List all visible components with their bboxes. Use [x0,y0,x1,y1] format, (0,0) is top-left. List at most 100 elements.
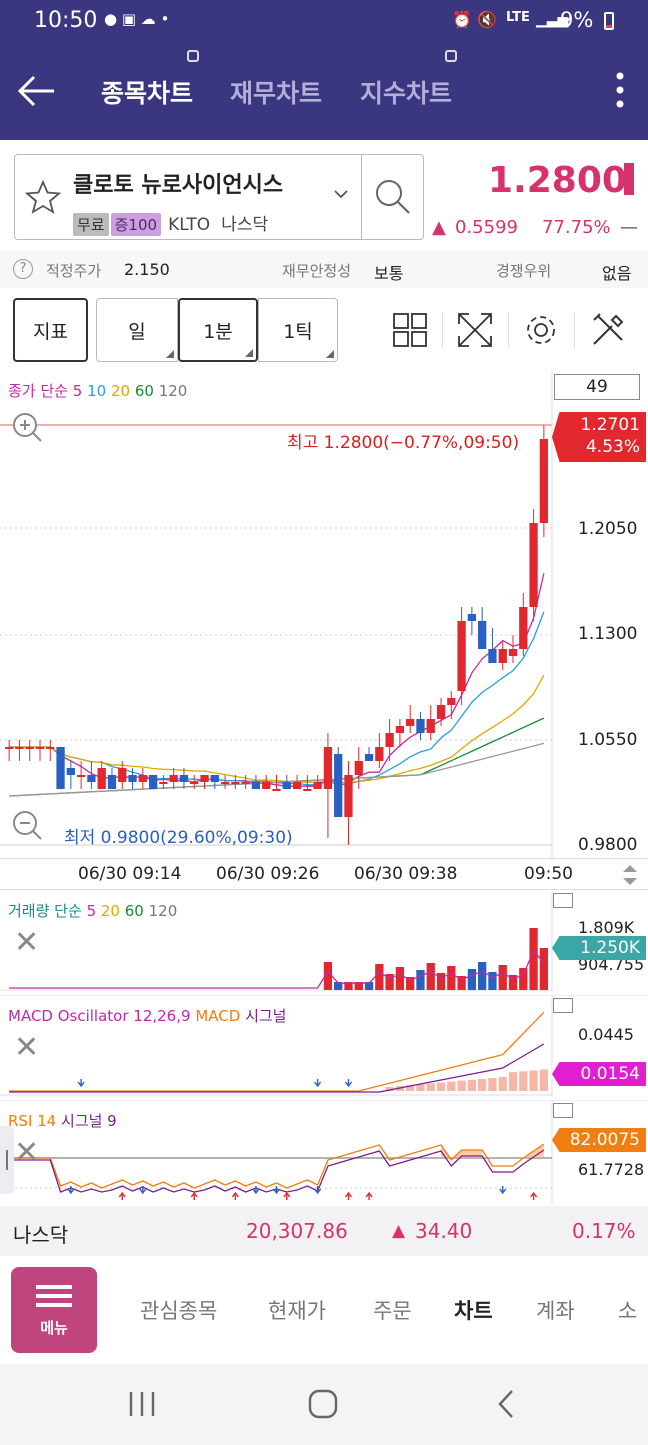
tick-label: 1틱 [283,320,313,343]
candle-body [220,782,230,784]
volume-bar [354,982,363,990]
volume-axis-label: 1.809K [578,918,635,937]
more-options-icon[interactable] [612,70,628,114]
period-day-button[interactable]: 일 [96,298,178,362]
panel-menu-icon[interactable] [553,1103,573,1118]
index-row[interactable] [0,1206,648,1256]
panel-menu-icon[interactable] [553,998,573,1013]
candle-body [210,775,219,782]
candle-body [344,775,353,817]
time-axis [0,858,648,890]
favorite-star-icon[interactable] [25,179,61,215]
close-panel-icon[interactable]: ✕ [14,1030,40,1065]
hamburger-icon [36,1285,72,1289]
candle-body [529,523,538,607]
macd-bar [478,1078,487,1091]
rsi-legend: RSI 14 시그널 9 [8,1110,117,1131]
candle-body [148,775,158,789]
macd-bar [457,1080,466,1091]
candle-body [76,775,86,777]
settings-gear-icon[interactable] [523,312,559,348]
fair-price-label: 적정주가 [46,262,102,280]
close-panel-icon[interactable]: ✕ [14,925,40,960]
app-bar: 종목차트 재무차트 지수차트 [0,44,648,140]
legend-prefix: 거래량 단순 [8,902,82,920]
buy-arrow-icon [190,1191,198,1200]
volume-bar [467,969,477,990]
candle-body [97,768,106,789]
close-panel-icon[interactable]: ✕ [14,1135,40,1170]
axis-scroll-icon[interactable] [620,862,640,888]
back-arrow-icon[interactable] [16,74,56,108]
tools-icon[interactable] [590,312,626,348]
volume-chart[interactable] [0,890,648,992]
period-tick-button[interactable]: 1틱 [258,298,338,362]
low-annotation: 최저 0.9800(29.60%,09:30) [64,828,293,848]
volume-bar [385,974,394,990]
time-label: 09:50 [524,864,573,884]
volume-bar [457,976,466,990]
recent-apps-icon[interactable] [126,1388,158,1420]
legend-macd: MACD [195,1007,241,1025]
macd-bar [539,1069,548,1091]
home-icon[interactable] [306,1388,340,1420]
candle-body [395,726,405,733]
legend-signal: 시그널 [245,1007,287,1025]
nav-more[interactable]: 소 [618,1299,638,1323]
macd-bar [385,1087,394,1091]
period-minute-button[interactable]: 1분 [178,298,258,362]
search-icon[interactable] [373,177,413,217]
volume-bar [406,977,415,990]
system-back-icon[interactable] [494,1388,518,1420]
candle-body [406,719,415,726]
volume-bar [323,962,333,990]
zoom-in-icon[interactable] [10,410,44,444]
rsi-chart[interactable] [0,1100,648,1204]
price-chart[interactable] [0,370,648,860]
candle-body [15,747,24,749]
nav-watchlist[interactable]: 관심종목 [140,1299,218,1323]
volume-bar [375,964,384,990]
visible-count[interactable]: 49 [554,374,640,400]
chevron-down-icon[interactable] [333,189,349,199]
macd-chart[interactable] [0,995,648,1097]
tab-index-chart[interactable]: 지수차트 [360,79,453,108]
current-price-tag: 1.2701 4.53% [552,412,646,462]
free-tag: 무료 [73,213,109,236]
candle-body [539,439,548,523]
tab-stock-chart[interactable]: 종목차트 [101,79,194,108]
fullscreen-icon[interactable] [457,312,493,348]
panel-menu-icon[interactable] [553,893,573,908]
price-direction-bar [624,163,634,195]
menu-button[interactable]: 메뉴 [11,1267,97,1353]
stock-selector[interactable]: 클로토 뉴로사이언시스 무료 증100 KLTO 나스닥 [14,154,424,240]
legend-osc: MACD Oscillator 12,26,9 [8,1007,191,1025]
help-icon[interactable]: ? [13,259,33,279]
candle-body [251,782,261,789]
nav-account[interactable]: 계좌 [536,1299,575,1323]
ma20-label: 20 [110,382,131,400]
candle-body [66,768,75,775]
candle-body [241,782,250,784]
market: 나스닥 [221,215,269,235]
indicator-button[interactable]: 지표 [13,298,88,362]
macd-bar [416,1084,425,1091]
zoom-out-icon[interactable] [10,808,44,842]
buy-arrow-icon [231,1191,239,1200]
ma120-label: 120 [158,382,188,400]
nav-order[interactable]: 주문 [373,1299,412,1323]
tab-badge-icon [187,50,199,62]
divider [442,312,443,348]
candle-body [519,607,528,649]
nav-current-price[interactable]: 현재가 [268,1299,326,1323]
volume-bar [519,968,528,990]
layout-grid-icon[interactable] [392,312,428,348]
nav-chart[interactable]: 차트 [454,1299,493,1323]
candle-body [35,747,45,749]
side-drawer-handle[interactable] [0,1126,14,1194]
tab-badge-icon [445,50,457,62]
macd-bar [519,1071,528,1091]
rsi-current-tag: 82.0075 [552,1128,646,1152]
tab-financial-chart[interactable]: 재무차트 [230,79,323,108]
candle-body [128,775,137,782]
